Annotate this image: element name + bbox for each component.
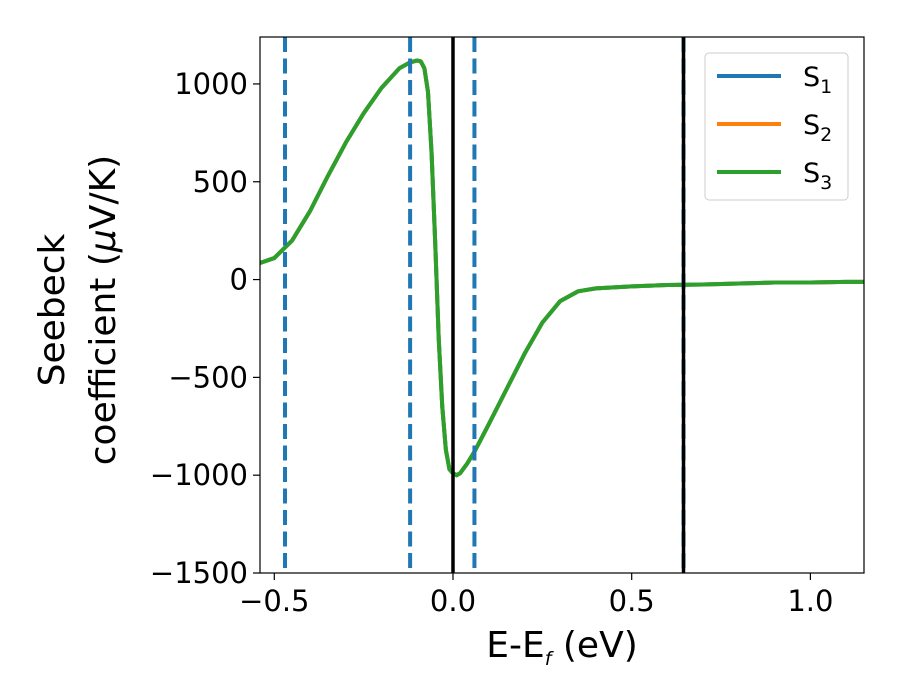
legend-label-s1: S1 <box>803 62 832 98</box>
y-axis-title-line1: Seebeck <box>32 233 73 386</box>
y-tick-label: −1500 <box>150 556 248 590</box>
y-axis-title: Seebeck coefficient (μV/K) <box>32 155 124 465</box>
y-tick-label: 500 <box>193 165 248 199</box>
x-tick-label: 1.0 <box>787 584 833 618</box>
x-tick-label: 0.5 <box>609 584 655 618</box>
x-axis-title-subscript: f <box>545 648 555 670</box>
plot-content <box>260 37 864 573</box>
x-axis-title-unit: (eV) <box>551 625 637 666</box>
plot-area <box>259 36 865 574</box>
y-tick-label: 0 <box>230 263 248 297</box>
axis-ticks: −0.5 0.0 0.5 1.0 −1500 −1000 −500 0 500 1000 <box>150 67 834 618</box>
y-tick-label: 1000 <box>174 67 248 101</box>
y-tick-label: −1000 <box>150 458 248 492</box>
legend-label-s2: S2 <box>803 110 832 146</box>
y-axis-title-line2-prefix: coefficient ( <box>83 252 124 465</box>
legend: S1 S2 S3 <box>704 52 849 201</box>
y-axis-title-line2-mu: μ <box>83 229 124 253</box>
x-axis-title: E-Ef (eV) <box>486 625 638 670</box>
x-tick-label: −0.5 <box>239 584 309 618</box>
y-tick-label: −500 <box>168 360 248 394</box>
legend-label-s3: S3 <box>803 158 832 194</box>
x-axis-title-main: E-E <box>486 625 544 666</box>
y-axis-title-line2-suffix: V/K) <box>83 155 124 229</box>
x-tick-label: 0.0 <box>430 584 476 618</box>
axes-frame <box>259 36 865 574</box>
legend-box <box>704 52 849 201</box>
y-axis-title-line2: coefficient (μV/K) <box>83 155 124 465</box>
